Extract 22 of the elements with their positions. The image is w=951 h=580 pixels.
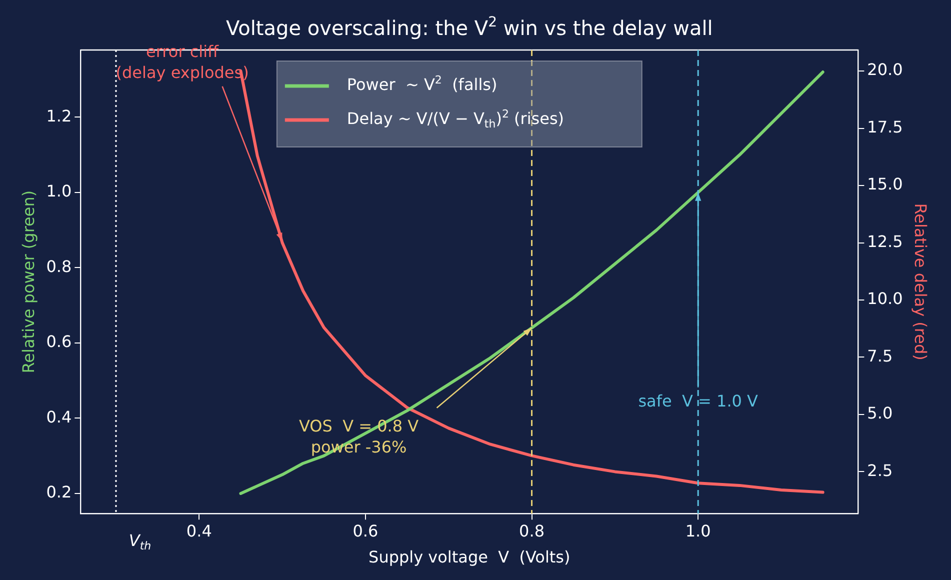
y2-tick-label: 2.5 xyxy=(867,460,893,480)
annotation: safe V = 1.0 V xyxy=(638,392,758,411)
x-tick-label: 0.4 xyxy=(186,521,212,540)
y2-tick-label: 15.0 xyxy=(867,174,903,194)
y-tick-label: 1.0 xyxy=(46,182,72,201)
y2-tick-label: 10.0 xyxy=(867,289,903,308)
y2-tick-label: 12.5 xyxy=(867,232,903,251)
y-tick-label: 0.6 xyxy=(46,332,72,352)
y2-tick-label: 7.5 xyxy=(867,346,893,366)
y-axis-title: Relative power (green) xyxy=(18,190,38,374)
y-tick-label: 0.2 xyxy=(46,482,72,502)
y2-tick-label: 20.0 xyxy=(867,60,903,80)
y-tick-label: 1.2 xyxy=(46,106,72,126)
y-tick-label: 0.8 xyxy=(46,256,72,276)
x-tick-label: 0.8 xyxy=(519,521,545,540)
y2-axis-title: Relative delay (red) xyxy=(911,203,930,360)
x-tick-label: 1.0 xyxy=(685,521,711,540)
y-tick-label: 0.4 xyxy=(46,407,72,426)
x-tick-label: 0.6 xyxy=(352,521,378,540)
y2-tick-label: 17.5 xyxy=(867,117,903,136)
y2-tick-label: 5.0 xyxy=(867,404,893,423)
x-axis-title: Supply voltage V (Volts) xyxy=(368,548,570,567)
